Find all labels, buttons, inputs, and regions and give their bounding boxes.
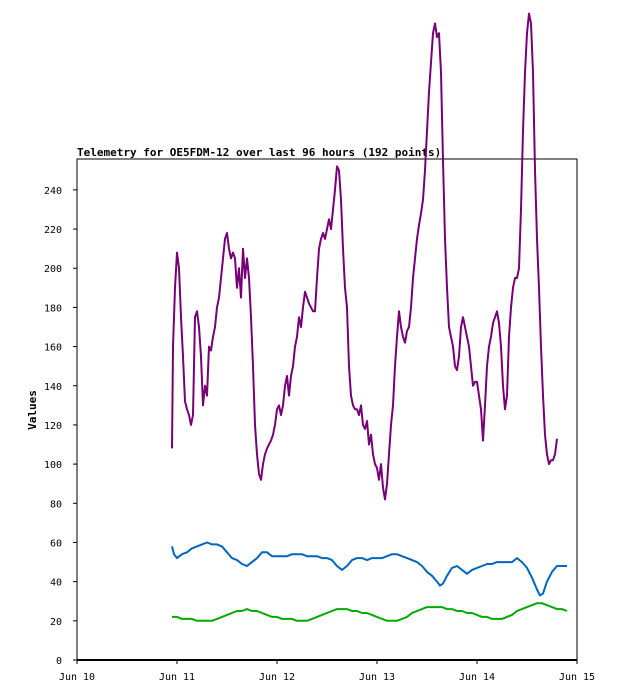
x-tick-label: Jun 14 bbox=[459, 672, 495, 683]
series-line-1 bbox=[171, 12, 558, 501]
y-tick-label: 40 bbox=[50, 578, 62, 589]
y-tick-label: 200 bbox=[44, 264, 62, 275]
y-tick-label: 140 bbox=[44, 382, 62, 393]
y-tick-label: 0 bbox=[56, 656, 62, 667]
plot-area bbox=[77, 12, 577, 661]
y-tick-label: 100 bbox=[44, 460, 62, 471]
series-line-3 bbox=[172, 602, 568, 622]
y-tick-label: 60 bbox=[50, 538, 62, 549]
y-tick-label: 240 bbox=[44, 186, 62, 197]
y-tick-label: 180 bbox=[44, 303, 62, 314]
y-tick-label: 80 bbox=[50, 499, 62, 510]
series-line-2 bbox=[171, 541, 567, 597]
y-tick-label: 160 bbox=[44, 343, 62, 354]
x-tick-label: Jun 10 bbox=[59, 672, 95, 683]
x-axis: Jun 10 Jun 11 Jun 12 Jun 13 Jun 14 Jun 15 bbox=[59, 660, 595, 683]
x-tick-label: Jun 15 bbox=[559, 672, 595, 683]
y-tick-label: 220 bbox=[44, 225, 62, 236]
x-tick-label: Jun 11 bbox=[159, 672, 195, 683]
x-tick-label: Jun 12 bbox=[259, 672, 295, 683]
y-axis-label: Values bbox=[26, 390, 39, 430]
plot-frame bbox=[76, 158, 578, 661]
y-axis: 0 20 40 60 80 100 120 140 160 180 200 220 240 bbox=[44, 186, 77, 667]
y-tick-label: 20 bbox=[50, 617, 62, 628]
y-tick-label: 120 bbox=[44, 421, 62, 432]
chart-title: Telemetry for OE5FDM-12 over last 96 hou… bbox=[77, 146, 441, 159]
x-tick-label: Jun 13 bbox=[359, 672, 395, 683]
